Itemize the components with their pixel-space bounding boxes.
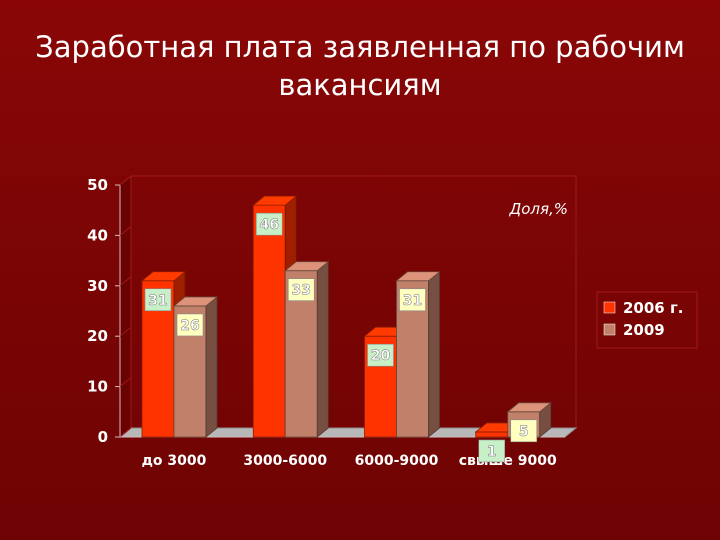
- y-axis-tick-depth: [119, 276, 132, 287]
- bar-top: [140, 271, 187, 282]
- y-tick-label: 0: [98, 428, 108, 446]
- data-label-box: [287, 278, 315, 301]
- data-label-box: [510, 419, 538, 443]
- y-axis-tick-depth: [119, 175, 132, 186]
- y-tick-label: 50: [87, 176, 108, 194]
- legend-swatch: [603, 323, 616, 336]
- data-label-box: [399, 288, 426, 312]
- y-axis-tick-depth: [119, 427, 132, 438]
- legend-label: 2009: [623, 321, 665, 339]
- data-label-box: [367, 343, 394, 367]
- y-tick-label: 40: [87, 226, 108, 244]
- data-label-box: [176, 313, 204, 337]
- y-axis-tick-depth: [119, 377, 132, 387]
- x-tick-label: 3000-6000: [243, 453, 327, 469]
- chart-bars: [140, 195, 552, 438]
- data-label-box: [255, 212, 283, 236]
- bar-side: [428, 270, 440, 438]
- chart-legend: 2006 г. 2009: [596, 291, 698, 349]
- bar-side: [316, 260, 329, 438]
- x-tick-label: свыше 9000: [459, 453, 557, 469]
- y-tick-label: 10: [87, 378, 108, 396]
- y-axis-tick-depth: [119, 326, 132, 337]
- chart-side-wall: [119, 174, 132, 439]
- chart-annotation: Доля,%: [508, 200, 568, 218]
- legend-label: 2006 г.: [623, 299, 684, 317]
- data-label-box: [144, 288, 172, 312]
- data-labels: 31 26 46 33 20 31 1 5: [144, 212, 538, 463]
- data-label: 31: [403, 293, 422, 309]
- bar-top: [284, 261, 330, 272]
- data-label: 20: [371, 348, 391, 364]
- x-tick-label: 6000-9000: [355, 453, 439, 469]
- data-label: 33: [292, 283, 311, 299]
- data-label: 5: [519, 424, 529, 440]
- x-tick-label: до 3000: [142, 453, 207, 469]
- y-tick-label: 20: [87, 327, 108, 345]
- data-label-box: [478, 439, 506, 463]
- bar-front: [252, 204, 286, 438]
- slide-title: Заработная плата заявленная по рабочим в…: [35, 30, 685, 102]
- bar-top: [395, 271, 441, 282]
- bar-top: [506, 402, 552, 413]
- legend-swatch: [603, 301, 616, 314]
- bar-top: [172, 296, 219, 307]
- y-tick-label: 30: [87, 277, 108, 295]
- bar-side: [205, 296, 218, 438]
- data-label: 31: [148, 293, 167, 309]
- bar-front: [475, 431, 509, 438]
- data-label: 1: [487, 444, 497, 460]
- y-axis-tick-depth: [119, 226, 132, 236]
- data-label: 26: [180, 318, 199, 334]
- bar-top: [252, 195, 298, 206]
- legend-box: [596, 291, 698, 349]
- data-label: 46: [260, 217, 279, 233]
